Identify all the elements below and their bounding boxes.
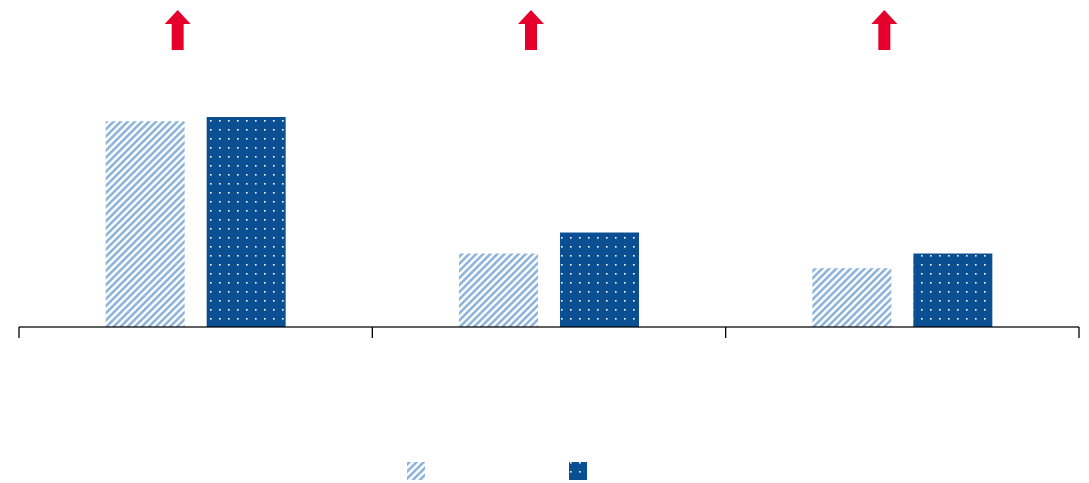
indicators-layer [164, 10, 898, 50]
arrow-up-icon [164, 10, 191, 50]
bar-series-2-category-2 [560, 232, 639, 327]
x-axis [18, 326, 1080, 338]
bar-series-1-category-2 [459, 253, 538, 327]
bar-series-1-category-3 [812, 268, 892, 327]
bar-series-1-category-1 [105, 121, 185, 327]
legend-swatch-series-2 [569, 462, 587, 480]
bar-series-2-category-3 [913, 253, 993, 327]
legend [407, 462, 587, 480]
arrow-up-icon [518, 10, 544, 50]
arrow-up-icon [871, 10, 898, 50]
bars-layer [105, 117, 993, 327]
bar-series-2-category-1 [206, 117, 286, 327]
legend-swatch-series-1 [407, 462, 425, 480]
